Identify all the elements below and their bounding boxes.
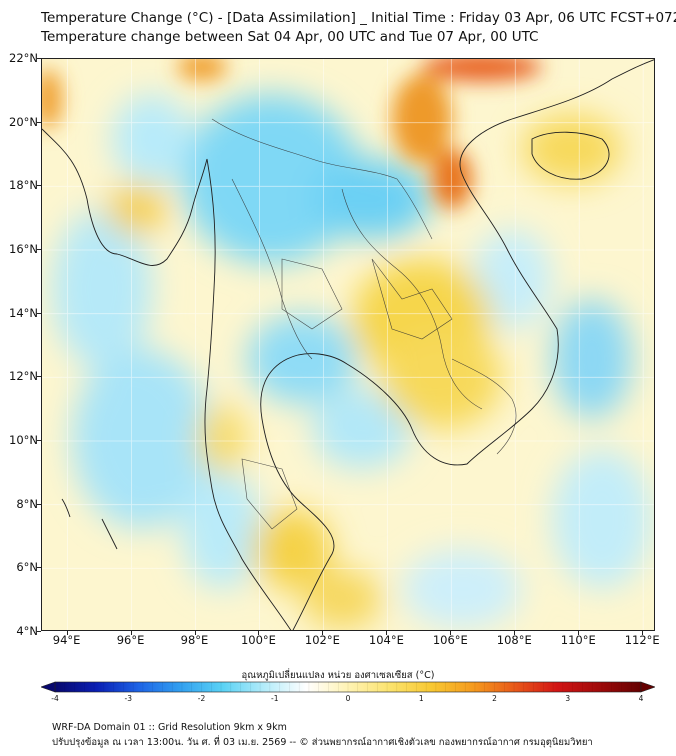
longitude-tick (322, 631, 324, 635)
longitude-tick (66, 631, 68, 635)
hot-region-north-vietnam (392, 74, 452, 164)
warm-region-south-tip (302, 569, 382, 629)
border-thai-myanmar (231, 178, 313, 360)
coastline-indochina (260, 59, 654, 630)
border-north (211, 118, 433, 240)
admin-borders (211, 118, 517, 530)
longitude-label: 112°E (624, 633, 660, 647)
colorbar-tick-label: 0 (345, 694, 351, 703)
border-laos (341, 188, 483, 410)
map-title: Temperature Change (°C) - [Data Assimila… (41, 10, 676, 26)
longitude-label: 98°E (180, 633, 209, 647)
gridlines (42, 59, 654, 630)
cool-region-andaman-sea (72, 349, 212, 529)
provinces-south (241, 458, 298, 530)
latitude-label: 20°N (9, 114, 38, 129)
latitude-tick (37, 58, 41, 59)
longitude-tick (642, 631, 644, 635)
colorbar-tick-label: 1 (418, 694, 424, 703)
cool-region-southeast (552, 449, 652, 589)
latitude-label: 6°N (16, 560, 38, 575)
coastline-myanmar (42, 128, 208, 266)
longitude-tick (386, 631, 388, 635)
longitude-tick (578, 631, 580, 635)
hot-region-gulf-tonkin (432, 149, 472, 209)
map-canvas (42, 59, 654, 630)
longitude-tick (514, 631, 516, 635)
latitude-label: 18°N (9, 178, 38, 193)
cool-region-south-china-sea (552, 299, 632, 419)
colorbar (41, 681, 655, 693)
longitude-label: 110°E (560, 633, 596, 647)
footer-credits: ปรับปรุงข้อมูล ณ เวลา 13:00น. วัน ศ. ที่… (52, 737, 593, 748)
longitude-tick (258, 631, 260, 635)
warm-region-hainan (522, 114, 622, 184)
latitude-tick (37, 121, 41, 123)
longitude-label: 106°E (432, 633, 468, 647)
cool-region-northern-highlands (182, 94, 362, 264)
cool-region-east-coast (472, 229, 552, 329)
map-subtitle: Temperature change between Sat 04 Apr, 0… (41, 29, 539, 45)
latitude-tick (37, 185, 41, 187)
latitude-tick (37, 249, 41, 250)
cool-region-south (402, 549, 522, 629)
longitude-tick (194, 631, 196, 635)
footer-model-info: WRF-DA Domain 01 :: Grid Resolution 9km … (52, 722, 287, 733)
latitude-label: 16°N (9, 242, 38, 256)
coastlines (42, 59, 654, 630)
latitude-tick (37, 503, 41, 505)
longitude-label: 100°E (240, 633, 276, 647)
border-cambodia-vietnam (451, 358, 517, 455)
temperature-change-map (41, 58, 655, 631)
longitude-label: 108°E (496, 633, 532, 647)
latitude-tick (37, 440, 41, 441)
colorbar-tick-label: 3 (565, 694, 571, 703)
hot-region-north-myanmar (177, 59, 227, 81)
latitude-label: 4°N (16, 624, 38, 638)
colorbar-min-arrow (41, 681, 56, 693)
hot-region-west-edge (42, 69, 62, 129)
longitude-label: 104°E (368, 633, 404, 647)
coastline-hainan (531, 131, 610, 180)
colorbar-tick-label: 4 (638, 694, 644, 703)
provinces-northeast (371, 258, 453, 340)
latitude-tick (37, 631, 41, 632)
warm-region-cambodia (382, 329, 502, 429)
cool-region-gulf-thailand-north (247, 314, 357, 404)
longitude-label: 96°E (116, 633, 145, 647)
latitude-label: 8°N (16, 496, 38, 511)
latitude-tick (37, 312, 41, 314)
longitude-tick (130, 631, 132, 635)
latitude-label: 22°N (9, 51, 38, 65)
colorbar-tick-label: -3 (124, 694, 132, 703)
latitude-tick (37, 376, 41, 378)
longitude-label: 102°E (304, 633, 340, 647)
provinces-central (281, 258, 343, 330)
colorbar-title: อุณหภูมิเปลี่ยนแปลง หน่วย องศาเซลเซียส (… (241, 670, 435, 681)
latitude-label: 10°N (9, 433, 38, 447)
colorbar-tick-label: 2 (492, 694, 497, 703)
latitude-tick (37, 567, 41, 569)
cool-region-bay-of-bengal (52, 209, 152, 369)
coastline-andaman (204, 158, 292, 630)
colorbar-tick-label: -1 (271, 694, 279, 703)
coastline-islands (61, 498, 118, 550)
longitude-tick (450, 631, 452, 635)
cool-region-myanmar (112, 94, 192, 184)
latitude-label: 12°N (9, 369, 38, 384)
longitude-label: 94°E (52, 633, 81, 647)
colorbar-tick-label: -4 (51, 694, 59, 703)
colorbar-tick-label: -2 (197, 694, 206, 703)
hot-spots (42, 59, 542, 209)
hot-region-top-border (422, 59, 542, 81)
warm-region-rakhine (107, 184, 167, 234)
colorbar-max-arrow (640, 681, 655, 693)
warm-region-west-coast (197, 404, 247, 474)
cool-region-laos-north (312, 159, 432, 239)
latitude-label: 14°N (9, 305, 38, 320)
